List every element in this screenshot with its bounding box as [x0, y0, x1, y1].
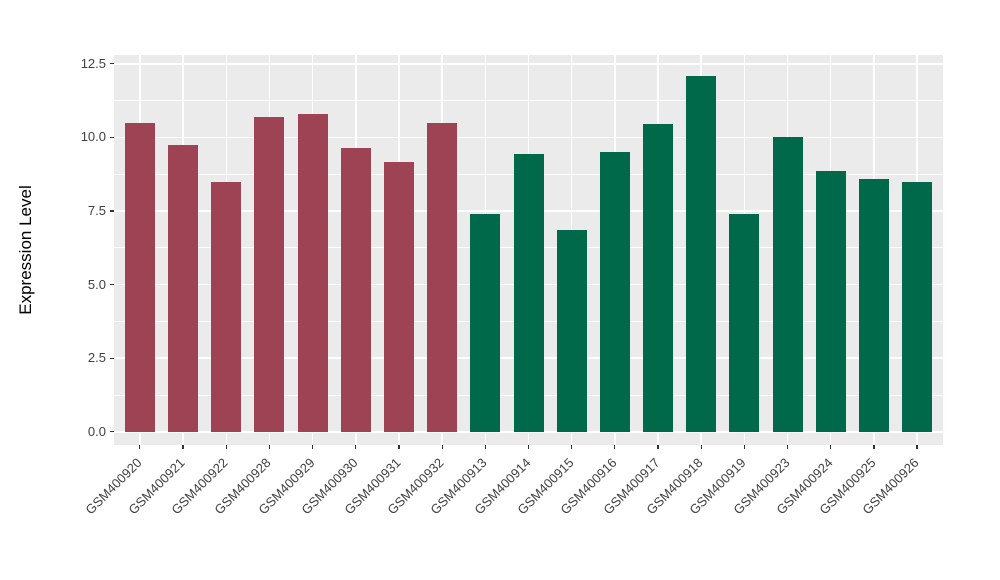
x-tick-mark — [182, 445, 184, 449]
bar — [168, 144, 199, 432]
y-tick-mark — [110, 210, 114, 212]
x-tick-mark — [614, 445, 616, 449]
bar — [729, 213, 760, 432]
x-tick-mark — [441, 445, 443, 449]
y-tick-label: 0.0 — [87, 423, 106, 439]
y-tick-mark — [110, 63, 114, 65]
bar — [254, 116, 285, 432]
bar — [211, 181, 242, 432]
x-axis: GSM400920 GSM400921 GSM400922 GSM400928 GSM4… — [82, 445, 943, 575]
bar — [643, 124, 674, 432]
bar — [470, 213, 501, 432]
x-tick-mark — [312, 445, 314, 449]
bar — [599, 152, 630, 432]
x-tick-mark — [139, 445, 141, 449]
x-tick-mark — [786, 445, 789, 449]
x-tick-mark — [700, 445, 702, 449]
y-tick-mark — [110, 136, 114, 138]
x-tick-mark — [398, 445, 400, 449]
x-tick-mark — [916, 445, 918, 449]
y-tick-label: 10.0 — [80, 129, 106, 145]
x-tick-mark — [527, 445, 530, 449]
x-tick-mark — [571, 445, 573, 449]
bar — [858, 178, 889, 432]
y-tick-label: 2.5 — [87, 350, 106, 366]
x-tick-mark — [657, 445, 659, 449]
x-tick-mark — [830, 445, 832, 449]
bar — [513, 153, 544, 432]
y-tick-label: 7.5 — [87, 203, 106, 218]
bar — [815, 171, 846, 432]
bar — [340, 147, 371, 432]
x-tick-mark — [355, 445, 357, 449]
y-tick-label: 5.0 — [87, 276, 106, 292]
x-tick-mark — [484, 445, 486, 449]
x-tick-mark — [873, 445, 875, 449]
y-axis: 0.0 2.5 5.0 7.5 10.0 12.5 — [0, 55, 114, 445]
bar — [297, 113, 328, 432]
bar — [772, 137, 803, 432]
bar — [686, 75, 717, 432]
plot-panel — [114, 55, 943, 445]
x-tick-mark — [743, 445, 745, 449]
x-tick-mark — [225, 445, 227, 449]
x-tick-mark — [268, 445, 271, 449]
y-tick-mark — [110, 357, 114, 359]
y-tick-label: 12.5 — [80, 55, 106, 71]
bar — [556, 230, 587, 432]
bar — [124, 122, 155, 432]
y-tick-mark — [110, 283, 114, 286]
y-tick-mark — [110, 431, 114, 433]
bar — [902, 181, 933, 432]
bar — [427, 122, 458, 432]
bar — [383, 162, 414, 432]
